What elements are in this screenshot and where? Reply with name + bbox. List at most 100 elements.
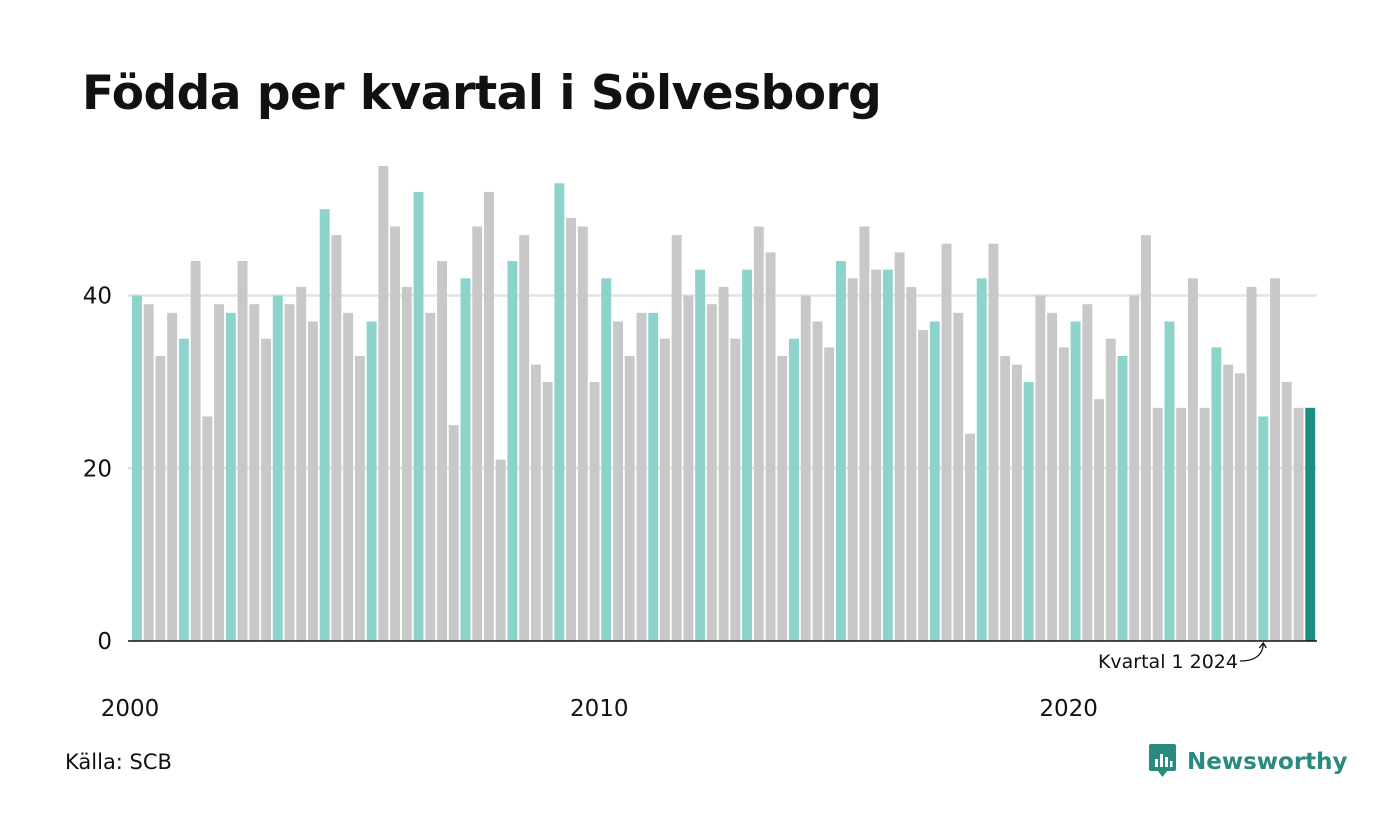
- bar: [695, 269, 706, 641]
- bar: [859, 226, 870, 642]
- bar: [800, 295, 811, 641]
- bar: [566, 217, 577, 641]
- bar: [1187, 278, 1198, 641]
- bar: [1117, 356, 1128, 641]
- bar: [530, 364, 541, 641]
- bar: [472, 226, 483, 642]
- bar: [683, 295, 694, 641]
- bar: [624, 356, 635, 641]
- bar: [636, 312, 647, 641]
- bar: [659, 338, 670, 641]
- bar: [777, 356, 788, 641]
- annotation: Kvartal 1 2024: [1098, 641, 1267, 673]
- bar: [249, 304, 260, 641]
- bar: [261, 338, 271, 641]
- bar: [1141, 235, 1151, 641]
- bar: [1129, 295, 1140, 641]
- bar: [953, 312, 964, 641]
- bar: [1223, 364, 1234, 641]
- bar: [965, 433, 975, 641]
- bar: [1305, 407, 1316, 641]
- y-tick-label: 40: [83, 284, 112, 310]
- bar: [460, 278, 471, 641]
- bar: [1281, 381, 1292, 641]
- bar: [155, 356, 166, 641]
- bar: [1035, 295, 1046, 641]
- bar: [214, 304, 225, 641]
- bar: [437, 261, 447, 641]
- bar: [906, 286, 917, 641]
- y-tick-label: 20: [83, 456, 112, 482]
- bar: [401, 286, 412, 641]
- bar: [554, 183, 565, 642]
- bar: [882, 269, 893, 641]
- bar: [307, 321, 318, 641]
- bar: [483, 191, 494, 642]
- bar: [519, 235, 530, 641]
- bar: [1082, 304, 1093, 641]
- bar: [507, 261, 518, 641]
- bar: [871, 269, 882, 641]
- bar: [824, 347, 835, 641]
- annotation-label: Kvartal 1 2024: [1098, 651, 1238, 673]
- bar: [929, 321, 940, 641]
- bar: [343, 312, 354, 641]
- bar: [542, 381, 553, 641]
- bar: [1000, 356, 1011, 641]
- y-tick-label: 0: [97, 629, 112, 655]
- bar: [1164, 321, 1175, 641]
- bar: [742, 269, 753, 641]
- bar: [613, 321, 623, 641]
- bar: [331, 235, 342, 641]
- bar: [272, 295, 283, 641]
- bar: [132, 295, 142, 641]
- bar: [1070, 321, 1081, 641]
- bar: [1152, 407, 1163, 641]
- bar: [425, 312, 436, 641]
- bar: [941, 243, 952, 641]
- bar: [1176, 407, 1187, 641]
- bar: [390, 226, 401, 642]
- bar: [1234, 373, 1245, 641]
- bar: [789, 338, 799, 641]
- annotation-arrow: [1239, 643, 1264, 662]
- bar: [1270, 278, 1281, 641]
- x-tick-label: 2020: [1039, 696, 1098, 722]
- bar: [237, 261, 248, 641]
- bar: [765, 252, 776, 641]
- bar: [178, 338, 189, 641]
- bar: [190, 261, 201, 641]
- bar: [296, 286, 307, 641]
- bar: [847, 278, 858, 641]
- bar: [894, 252, 905, 641]
- bar: [319, 209, 330, 641]
- bar: [413, 191, 424, 642]
- bar: [1011, 364, 1022, 641]
- bar: [589, 381, 600, 641]
- bar: [988, 243, 999, 641]
- x-tick-label: 2010: [570, 696, 629, 722]
- bar: [1293, 407, 1304, 641]
- bar: [1094, 399, 1105, 641]
- bar: [671, 235, 682, 641]
- bar: [812, 321, 823, 641]
- bar: [225, 312, 236, 641]
- x-tick-label: 2000: [101, 696, 160, 722]
- bar: [835, 261, 846, 641]
- source-label: Källa: SCB: [65, 750, 172, 774]
- bar: [202, 416, 213, 641]
- bar: [1023, 381, 1034, 641]
- bar: [718, 286, 729, 641]
- bar: [753, 226, 764, 642]
- bar: [284, 304, 295, 641]
- bar: [354, 356, 365, 641]
- bar: [495, 459, 506, 641]
- axes: 0 20 40 2000 2010 2020: [83, 284, 1317, 722]
- bar: [1047, 312, 1058, 641]
- bar: [366, 321, 377, 641]
- bar: [448, 425, 459, 641]
- bar: [706, 304, 717, 641]
- bar: [1211, 347, 1222, 641]
- chart-title: Födda per kvartal i Sölvesborg: [82, 66, 882, 121]
- bar: [976, 278, 987, 641]
